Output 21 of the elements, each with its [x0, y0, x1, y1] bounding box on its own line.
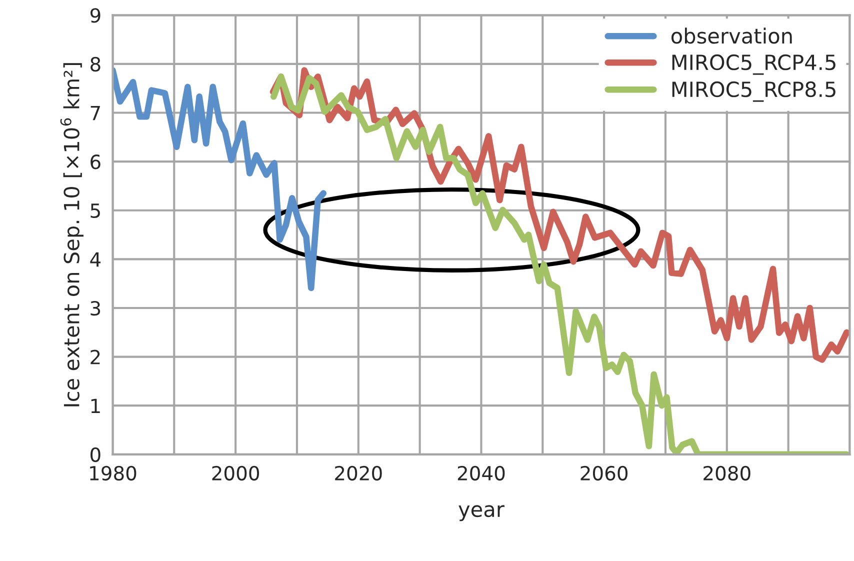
y-axis-title: Ice extent on Sep. 10 [×10$^{6}$ km²] — [60, 63, 84, 406]
legend-label: MIROC5_RCP8.5 — [672, 81, 836, 102]
y-tick-label: 3 — [90, 300, 100, 316]
y-tick-label: 4 — [90, 252, 101, 267]
y-tick-label: 2 — [90, 350, 100, 364]
y-tick-label: 8 — [90, 56, 100, 72]
y-tick-label: 9 — [90, 8, 100, 23]
x-tick-label: 2020 — [335, 466, 382, 481]
x-tick-label: 2000 — [212, 466, 260, 481]
y-tick-label: 0 — [90, 447, 100, 462]
x-tick-label: 1980 — [90, 466, 136, 481]
legend-label: MIROC5_RCP4.5 — [672, 54, 836, 75]
y-tick-label: 5 — [90, 204, 100, 218]
legend-label: observation — [671, 28, 792, 44]
y-tick-label: 7 — [90, 106, 100, 120]
y-tick-label: 1 — [91, 398, 100, 413]
x-tick-label: 2080 — [704, 466, 750, 481]
x-axis-title: year — [458, 505, 504, 522]
x-tick-label: 2060 — [580, 466, 628, 481]
y-tick-label: 6 — [90, 154, 100, 170]
x-tick-label: 2040 — [458, 466, 505, 481]
